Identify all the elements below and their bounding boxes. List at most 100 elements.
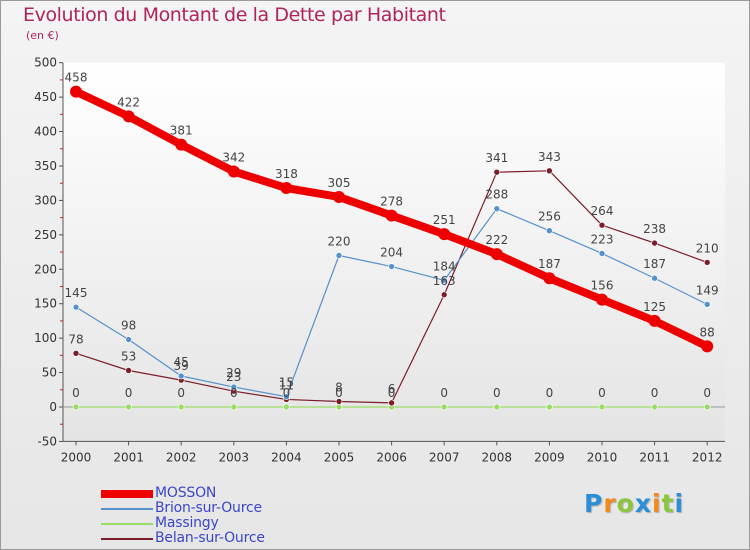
data-label: 0 bbox=[283, 386, 291, 400]
data-label: 39 bbox=[174, 359, 189, 373]
data-point bbox=[493, 403, 501, 411]
legend-label: Belan-sur-Ource bbox=[155, 530, 265, 546]
data-point bbox=[177, 372, 185, 380]
data-point bbox=[72, 349, 80, 357]
y-tick-label: 150 bbox=[34, 297, 57, 311]
legend-label: Brion-sur-Ource bbox=[155, 500, 262, 516]
data-point bbox=[335, 252, 343, 259]
data-label: 78 bbox=[68, 332, 83, 346]
data-label: 0 bbox=[651, 386, 659, 400]
data-label: 125 bbox=[643, 300, 666, 314]
data-label: 184 bbox=[433, 259, 456, 273]
logo-letter: r bbox=[603, 489, 617, 518]
data-label: 11 bbox=[279, 378, 294, 392]
data-label: 98 bbox=[121, 319, 136, 333]
legend-label: Massingy bbox=[155, 515, 219, 531]
y-tick-label: -50 bbox=[37, 434, 57, 448]
proxiti-logo: Proxiti bbox=[584, 489, 684, 518]
data-point bbox=[490, 248, 503, 261]
y-tick-label: 300 bbox=[34, 193, 57, 207]
data-point bbox=[651, 274, 658, 282]
data-label: 381 bbox=[170, 124, 193, 138]
data-point bbox=[388, 399, 395, 407]
y-tick-label: 50 bbox=[42, 366, 57, 380]
logo-letter: i bbox=[674, 489, 685, 518]
data-point bbox=[335, 403, 343, 411]
data-label: 0 bbox=[72, 386, 80, 400]
x-tick-label: 2007 bbox=[429, 450, 460, 464]
data-label: 341 bbox=[485, 151, 508, 165]
data-point bbox=[546, 403, 553, 411]
data-label: 256 bbox=[538, 210, 561, 224]
x-tick-label: 2005 bbox=[324, 450, 355, 464]
x-tick-label: 2009 bbox=[534, 450, 565, 464]
data-label: 222 bbox=[485, 233, 508, 247]
x-tick-label: 2010 bbox=[587, 450, 618, 464]
data-point bbox=[440, 291, 448, 299]
data-label: 0 bbox=[598, 386, 606, 400]
data-point bbox=[72, 303, 80, 311]
logo-letter: o bbox=[616, 489, 635, 518]
data-point bbox=[598, 403, 606, 411]
y-tick-label: 500 bbox=[34, 56, 57, 70]
y-tick-label: 200 bbox=[34, 262, 57, 276]
data-point bbox=[703, 259, 711, 266]
data-point bbox=[177, 403, 185, 411]
data-point bbox=[333, 190, 345, 203]
data-label: 0 bbox=[703, 386, 711, 400]
data-point bbox=[440, 403, 448, 411]
data-label: 23 bbox=[226, 370, 241, 384]
logo-letter: P bbox=[584, 489, 604, 518]
data-label: 305 bbox=[328, 176, 351, 190]
x-tick-label: 2003 bbox=[219, 450, 250, 464]
data-label: 0 bbox=[546, 386, 554, 400]
data-label: 8 bbox=[335, 380, 343, 394]
data-point bbox=[280, 182, 293, 195]
data-label: 458 bbox=[65, 71, 88, 85]
data-label: 145 bbox=[65, 286, 88, 300]
data-point bbox=[651, 403, 658, 411]
chart-title: Evolution du Montant de la Dette par Hab… bbox=[23, 4, 446, 26]
y-tick-label: 450 bbox=[34, 90, 57, 104]
data-label: 422 bbox=[117, 95, 140, 109]
logo-letter: i bbox=[652, 489, 662, 518]
data-label: 251 bbox=[433, 213, 456, 227]
data-label: 15 bbox=[279, 376, 294, 390]
data-point bbox=[122, 110, 135, 123]
data-label: 264 bbox=[591, 204, 614, 218]
y-tick-label: 0 bbox=[49, 400, 57, 414]
data-point bbox=[125, 403, 132, 411]
data-label: 220 bbox=[328, 235, 351, 249]
data-point bbox=[493, 168, 501, 176]
data-point bbox=[230, 383, 238, 391]
data-label: 187 bbox=[538, 257, 561, 271]
y-tick-label: 250 bbox=[34, 228, 57, 242]
x-tick-label: 2011 bbox=[639, 450, 670, 464]
y-tick-label: 400 bbox=[34, 125, 57, 139]
data-label: 238 bbox=[643, 222, 666, 236]
data-label: 204 bbox=[380, 246, 403, 260]
data-point bbox=[335, 398, 343, 405]
data-point bbox=[72, 403, 80, 411]
data-point bbox=[598, 250, 606, 257]
data-label: 0 bbox=[335, 386, 343, 400]
legend-label: MOSSON bbox=[155, 485, 217, 501]
data-label: 29 bbox=[226, 366, 241, 380]
legend-swatch bbox=[101, 508, 153, 510]
data-label: 288 bbox=[485, 188, 508, 202]
x-tick-label: 2000 bbox=[61, 450, 92, 464]
data-label: 223 bbox=[591, 232, 614, 246]
data-point bbox=[175, 138, 188, 151]
data-label: 6 bbox=[388, 382, 396, 396]
data-label: 0 bbox=[493, 386, 501, 400]
data-label: 278 bbox=[380, 195, 403, 209]
legend-swatch bbox=[101, 538, 153, 540]
legend-swatch bbox=[101, 523, 153, 525]
y-tick-label: 100 bbox=[34, 331, 57, 345]
data-point bbox=[227, 165, 240, 178]
data-label: 53 bbox=[121, 350, 136, 364]
data-point bbox=[125, 336, 132, 343]
data-point bbox=[70, 85, 82, 98]
x-tick-label: 2012 bbox=[692, 450, 723, 464]
